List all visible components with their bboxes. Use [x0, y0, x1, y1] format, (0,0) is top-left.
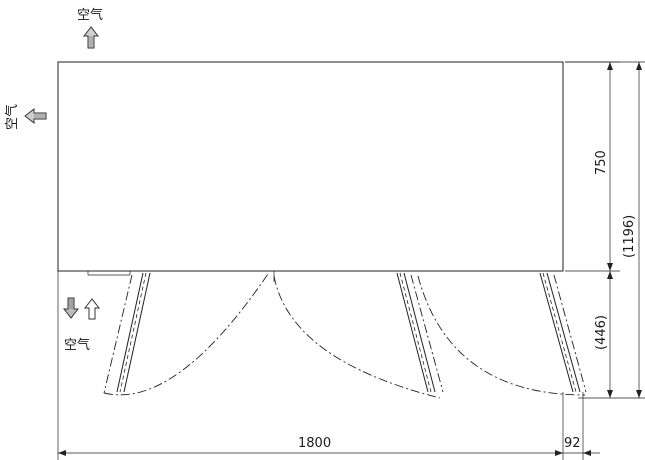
- dimension-total-depth: [565, 61, 645, 399]
- dimension-width: [57, 271, 564, 460]
- cabinet-outline: [57, 61, 564, 272]
- air-down-arrow-icon: [62, 297, 80, 319]
- air-bottom-label: 空气: [64, 337, 90, 353]
- air-left-label: 空气: [4, 104, 20, 130]
- dimension-door-offset: [563, 392, 600, 460]
- air-top-label: 空气: [77, 7, 103, 23]
- air-up-arrow-icon: [82, 26, 100, 49]
- door-1: [103, 272, 269, 396]
- depth-value: 750: [594, 150, 609, 175]
- width-value: 1800: [298, 436, 331, 451]
- total-depth-value: (1196): [622, 215, 637, 258]
- dimension-depth: [565, 61, 620, 272]
- door-offset-value: 92: [564, 436, 581, 451]
- air-left-arrow-icon: [24, 107, 47, 125]
- swing-depth-value: (446): [594, 315, 609, 350]
- door-3: [417, 272, 587, 396]
- air-up-outline-arrow-icon: [83, 298, 101, 320]
- door-2: [273, 271, 444, 399]
- dimension-swing-depth: [607, 271, 613, 398]
